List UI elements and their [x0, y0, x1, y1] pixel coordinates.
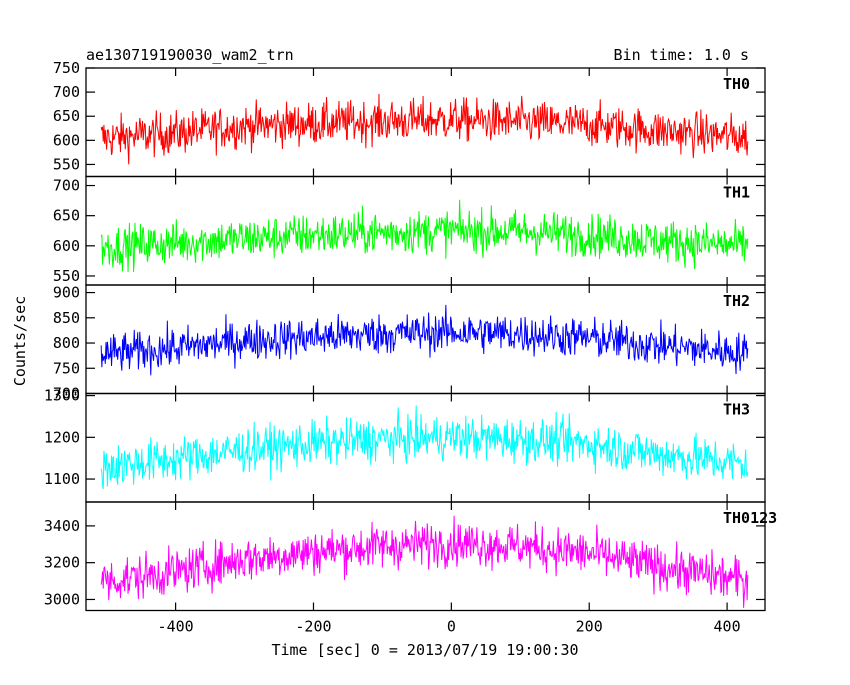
x-axis-label: Time [sec] 0 = 2013/07/19 19:00:30 — [271, 641, 579, 659]
x-tick-label: 200 — [576, 618, 603, 636]
panel-label-th1: TH1 — [723, 184, 750, 202]
y-tick-label: 900 — [53, 284, 80, 302]
y-tick-label: 750 — [53, 359, 80, 377]
series-line-th2 — [100, 304, 749, 376]
chart-title: ae130719190030_wam2_trn — [86, 46, 294, 64]
panel-label-th3: TH3 — [723, 401, 750, 419]
series-line-th0123 — [100, 515, 749, 608]
y-tick-label: 700 — [53, 177, 80, 195]
y-tick-label: 1300 — [44, 387, 80, 405]
y-tick-label: 550 — [53, 155, 80, 173]
y-tick-label: 750 — [53, 59, 80, 77]
series-line-th1 — [100, 199, 749, 273]
y-tick-label: 1200 — [44, 428, 80, 446]
y-tick-label: 850 — [53, 309, 80, 327]
panel-label-th0: TH0 — [723, 75, 750, 93]
panel-label-th2: TH2 — [723, 292, 750, 310]
y-tick-label: 600 — [53, 131, 80, 149]
y-tick-label: 600 — [53, 237, 80, 255]
panel-label-th0123: TH0123 — [723, 509, 777, 527]
y-tick-label: 3200 — [44, 554, 80, 572]
y-tick-label: 700 — [53, 385, 80, 403]
series-line-th0 — [100, 93, 749, 165]
y-tick-label: 3000 — [44, 590, 80, 608]
x-tick-label: 0 — [447, 618, 456, 636]
y-tick-label: 1100 — [44, 470, 80, 488]
panel-frame-th0123 — [85, 501, 766, 612]
y-axis-label: Counts/sec — [11, 295, 29, 387]
x-tick-label: 400 — [714, 618, 741, 636]
x-tick-label: -200 — [295, 618, 331, 636]
series-line-th3 — [100, 405, 749, 490]
y-tick-label: 3400 — [44, 517, 80, 535]
y-tick-label: 550 — [53, 267, 80, 285]
y-tick-label: 700 — [53, 83, 80, 101]
y-tick-label: 800 — [53, 334, 80, 352]
x-tick-label: -400 — [158, 618, 194, 636]
y-tick-label: 650 — [53, 107, 80, 125]
bin-time-label: Bin time: 1.0 s — [613, 46, 749, 64]
y-tick-label: 650 — [53, 207, 80, 225]
